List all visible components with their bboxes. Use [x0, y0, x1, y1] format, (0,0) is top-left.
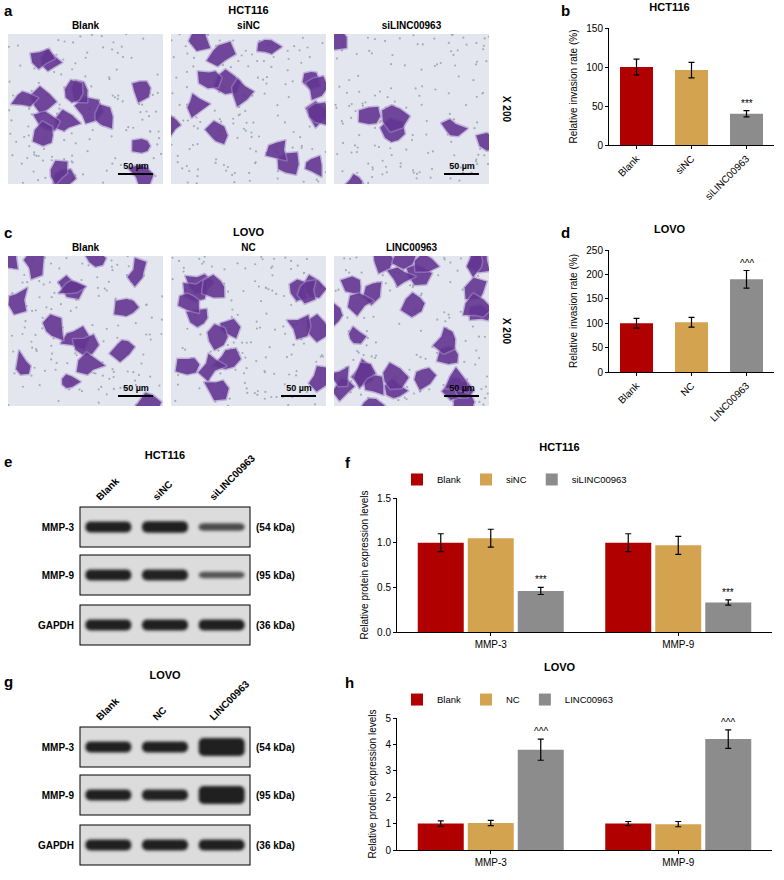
- svg-text:X 200: X 200: [501, 318, 512, 345]
- svg-text:LOVO: LOVO: [654, 223, 686, 235]
- svg-text:GAPDH: GAPDH: [38, 840, 74, 851]
- svg-text:1.5: 1.5: [377, 493, 391, 504]
- svg-text:4: 4: [385, 739, 391, 750]
- svg-text:50 µm: 50 µm: [449, 161, 475, 171]
- svg-text:Blank: Blank: [616, 152, 642, 178]
- html-text:b: b: [561, 2, 571, 19]
- svg-text:NC: NC: [678, 380, 696, 398]
- svg-text:50 µm: 50 µm: [286, 383, 312, 393]
- svg-text:siNC: siNC: [673, 153, 696, 176]
- svg-text:Blank: Blank: [94, 475, 121, 502]
- svg-text:HCT116: HCT116: [649, 1, 689, 13]
- svg-text:LOVO: LOVO: [149, 669, 181, 681]
- svg-text:1: 1: [385, 818, 391, 829]
- svg-text:3: 3: [385, 765, 391, 776]
- svg-text:2: 2: [385, 792, 391, 803]
- svg-text:MMP-9: MMP-9: [42, 570, 75, 581]
- svg-text:100: 100: [586, 318, 603, 329]
- svg-text:1.0: 1.0: [377, 537, 391, 548]
- svg-text:HCT116: HCT116: [145, 449, 185, 461]
- svg-text:GAPDH: GAPDH: [38, 620, 74, 631]
- html-text:h: h: [345, 674, 355, 691]
- svg-text:^^^: ^^^: [534, 726, 548, 737]
- svg-text:Blank: Blank: [72, 20, 100, 31]
- svg-text:siNC: siNC: [151, 479, 175, 503]
- html-text:d: d: [561, 224, 571, 241]
- svg-text:50: 50: [592, 342, 604, 353]
- svg-text:^^^: ^^^: [721, 717, 735, 728]
- svg-text:Relative invasion rate (%): Relative invasion rate (%): [568, 30, 579, 144]
- svg-text:(95 kDa): (95 kDa): [256, 570, 295, 581]
- svg-text:LINC00963: LINC00963: [386, 242, 438, 253]
- svg-text:^^^: ^^^: [740, 258, 754, 269]
- svg-text:***: ***: [741, 98, 753, 109]
- svg-text:0: 0: [597, 367, 603, 378]
- svg-text:50 µm: 50 µm: [123, 383, 149, 393]
- svg-text:NC: NC: [241, 242, 255, 253]
- svg-text:MMP-3: MMP-3: [475, 639, 508, 650]
- svg-text:(36 kDa): (36 kDa): [256, 840, 295, 851]
- svg-text:150: 150: [586, 23, 603, 34]
- svg-text:Relative protein expression le: Relative protein expression levels: [359, 491, 370, 640]
- svg-text:0.5: 0.5: [377, 582, 391, 593]
- svg-text:siLINC00963: siLINC00963: [382, 20, 442, 31]
- svg-text:siNC: siNC: [506, 474, 527, 485]
- svg-text:Relative invasion rate (%): Relative invasion rate (%): [568, 254, 579, 368]
- svg-text:MMP-9: MMP-9: [662, 857, 695, 868]
- svg-text:Relative protein expression le: Relative protein expression levels: [367, 710, 378, 859]
- svg-text:(54 kDa): (54 kDa): [256, 742, 295, 753]
- svg-text:Blank: Blank: [94, 695, 121, 722]
- svg-text:100: 100: [586, 62, 603, 73]
- svg-text:MMP-3: MMP-3: [42, 742, 75, 753]
- svg-text:0: 0: [597, 140, 603, 151]
- svg-text:Blank: Blank: [437, 694, 461, 705]
- html-text:c: c: [4, 224, 13, 241]
- html-text:e: e: [4, 453, 13, 470]
- svg-text:250: 250: [586, 245, 603, 256]
- svg-text:LOVO: LOVO: [233, 226, 265, 238]
- svg-text:LOVO: LOVO: [544, 661, 576, 673]
- svg-text:(95 kDa): (95 kDa): [256, 790, 295, 801]
- svg-text:HCT116: HCT116: [228, 4, 268, 16]
- html-text:g: g: [4, 673, 14, 690]
- svg-text:LINC00963: LINC00963: [207, 678, 251, 722]
- svg-text:siLINC00963: siLINC00963: [207, 452, 257, 502]
- svg-text:MMP-3: MMP-3: [475, 857, 508, 868]
- html-text:a: a: [4, 2, 13, 19]
- html-text:f: f: [345, 454, 350, 471]
- svg-text:siLINC00963: siLINC00963: [703, 153, 752, 202]
- svg-text:0.0: 0.0: [377, 627, 391, 638]
- svg-text:***: ***: [722, 587, 734, 598]
- svg-text:LINC00963: LINC00963: [708, 380, 752, 424]
- svg-text:Blank: Blank: [72, 242, 100, 253]
- svg-text:NC: NC: [151, 704, 169, 722]
- svg-text:50: 50: [592, 101, 604, 112]
- svg-text:LINC00963: LINC00963: [565, 694, 613, 705]
- svg-text:(36 kDa): (36 kDa): [256, 620, 295, 631]
- svg-text:MMP-3: MMP-3: [42, 522, 75, 533]
- svg-text:siNC: siNC: [237, 20, 260, 31]
- svg-text:200: 200: [586, 269, 603, 280]
- svg-text:***: ***: [535, 574, 547, 585]
- svg-text:siLINC00963: siLINC00963: [572, 474, 627, 485]
- svg-text:(54 kDa): (54 kDa): [256, 522, 295, 533]
- svg-text:Blank: Blank: [437, 474, 461, 485]
- svg-text:50 µm: 50 µm: [449, 383, 475, 393]
- svg-text:5: 5: [385, 713, 391, 724]
- svg-text:50 µm: 50 µm: [123, 161, 149, 171]
- svg-text:150: 150: [586, 293, 603, 304]
- svg-text:HCT116: HCT116: [539, 441, 579, 453]
- svg-text:Blank: Blank: [616, 379, 642, 405]
- svg-text:X 200: X 200: [501, 96, 512, 123]
- svg-text:MMP-9: MMP-9: [42, 790, 75, 801]
- svg-text:NC: NC: [506, 694, 520, 705]
- svg-text:0: 0: [385, 845, 391, 856]
- svg-text:MMP-9: MMP-9: [662, 639, 695, 650]
